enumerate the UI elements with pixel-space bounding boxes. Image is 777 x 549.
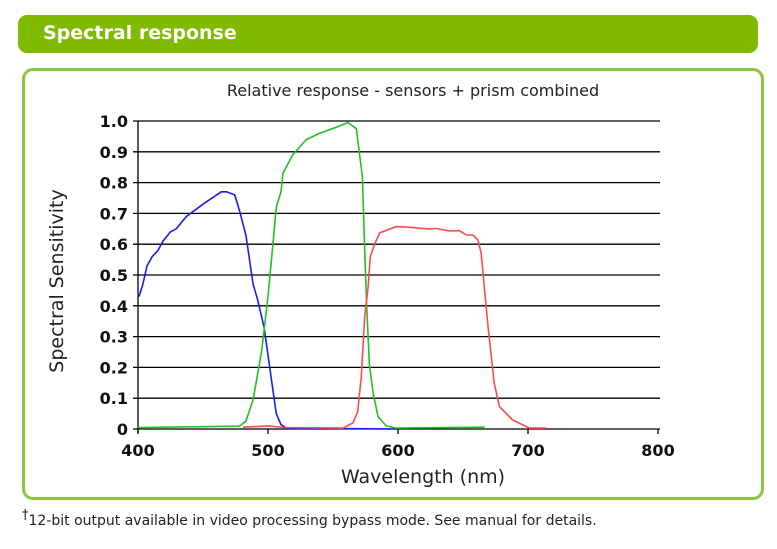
y-tick-label: 0.5 [100,266,128,285]
y-tick-label: 0.2 [100,358,128,377]
footnote-text: 12-bit output available in video process… [28,513,597,529]
series-green-line [137,121,485,429]
series-blue-line [138,191,397,430]
footnote-mark: † [22,508,29,523]
y-tick-label: 0.7 [100,204,128,223]
y-tick-label: 0.4 [100,297,128,316]
footnote: †12-bit output available in video proces… [22,508,597,529]
series-red-line [242,225,547,429]
y-tick-label: 0.8 [100,174,128,193]
y-tick-label: 0.6 [100,235,128,254]
y-tick-label: 0.9 [100,143,128,162]
section-header: Spectral response [18,15,758,53]
x-axis-label: Wavelength (nm) [341,466,505,488]
x-tick-label: 800 [641,441,674,460]
y-tick-label: 0.3 [100,328,128,347]
section-title: Spectral response [43,22,237,44]
x-tick-label: 700 [511,441,544,460]
y-tick-label: 0 [117,420,128,439]
y-axis-label: Spectral Sensitivity [46,189,68,372]
y-tick-label: 1.0 [100,112,128,131]
y-tick-label: 0.1 [100,389,128,408]
chart-title: Relative response - sensors + prism comb… [227,81,599,100]
x-tick-label: 500 [251,441,284,460]
x-tick-label: 400 [121,441,154,460]
x-tick-label: 600 [381,441,414,460]
chart-frame [22,68,764,500]
